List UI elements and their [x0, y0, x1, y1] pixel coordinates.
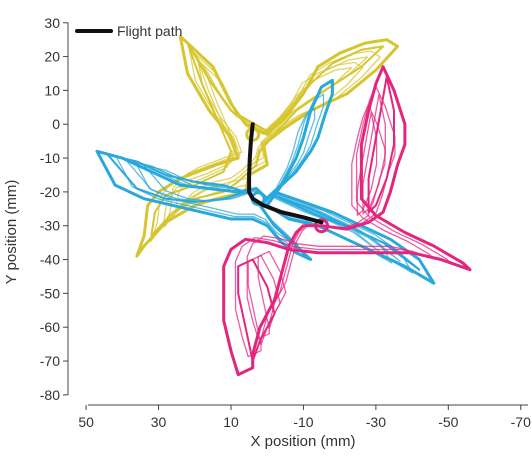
y-ticks: 30 20 10 0 -10 -20 -30 -40 -50 -60 -70 -80: [40, 15, 68, 403]
x-tick-label: 10: [223, 414, 239, 430]
bird-contour: [174, 64, 353, 213]
series-layer: [247, 122, 324, 225]
x-axis-label: X position (mm): [250, 433, 355, 450]
bird-contour: [163, 59, 364, 228]
bird-contour: [356, 111, 378, 217]
y-tick-label: -80: [40, 387, 60, 403]
bird-contour: [362, 94, 386, 215]
bird-outline: [367, 75, 395, 214]
bird-figure: [135, 34, 400, 258]
y-tick-label: -50: [40, 285, 60, 301]
bird-contour: [162, 53, 369, 225]
series-line-flight-path: [247, 122, 324, 225]
bird-contour: [246, 104, 436, 340]
x-tick-label: 30: [151, 414, 167, 430]
y-tick-label: 10: [44, 82, 60, 98]
y-tick-label: -70: [40, 353, 60, 369]
y-tick-label: -20: [40, 184, 60, 200]
x-ticks: 50 30 10 -10 -30 -50 -70: [78, 405, 531, 430]
bird-contour: [257, 250, 287, 330]
bird-contour: [135, 108, 393, 264]
y-axis-label: Y position (mm): [3, 180, 20, 285]
x-tick-label: -50: [438, 414, 458, 430]
bird-outline: [222, 65, 472, 377]
bird-outline: [150, 42, 385, 237]
axes: 30 20 10 0 -10 -20 -30 -40 -50 -60 -70 -80 50 30 10 -1…: [40, 15, 531, 430]
y-tick-label: 30: [44, 15, 60, 31]
x-tick-label: 50: [78, 414, 94, 430]
y-tick-label: 0: [52, 116, 60, 132]
y-tick-label: -10: [40, 150, 60, 166]
x-tick-label: -30: [366, 414, 386, 430]
bird-contour: [234, 85, 453, 358]
y-tick-label: -60: [40, 319, 60, 335]
bird-head-marker: [314, 218, 330, 234]
legend-label-flight-path: Flight path: [117, 23, 182, 39]
y-tick-label: 20: [44, 49, 60, 65]
legend: Flight path: [75, 23, 182, 39]
bird-figure: [222, 65, 472, 377]
x-tick-label: -10: [293, 414, 313, 430]
x-tick-label: -70: [511, 414, 531, 430]
bird-figures: [95, 34, 472, 377]
y-tick-label: -40: [40, 252, 60, 268]
y-tick-label: -30: [40, 218, 60, 234]
